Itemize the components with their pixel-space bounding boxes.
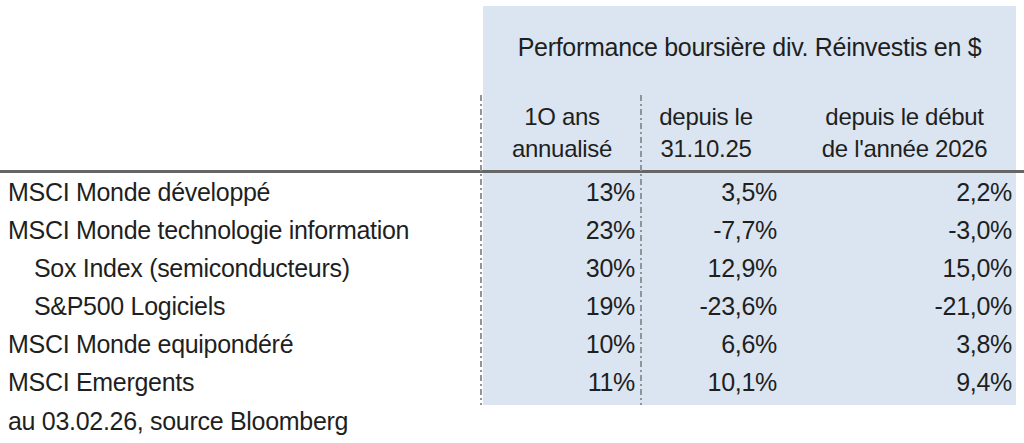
row-label: MSCI Emergents [0,363,483,401]
column-header-since-date-line2: 31.10.25 [641,133,771,165]
cell-10y: 10% [483,325,641,363]
cell-ytd: 15,0% [785,249,1024,287]
cell-ytd: -21,0% [785,287,1024,325]
cell-10y: 23% [483,211,641,249]
column-header-row: 1O ans annualisé depuis le 31.10.25 depu… [0,101,1024,165]
cell-10y: 19% [483,287,641,325]
row-label: S&P500 Logiciels [0,287,483,325]
table-body: MSCI Monde développé 13% 3,5% 2,2% MSCI … [0,173,1024,401]
table-row: MSCI Monde equipondéré 10% 6,6% 3,8% [0,325,1024,363]
table-row: Sox Index (semiconducteurs) 30% 12,9% 15… [0,249,1024,287]
column-header-since-date-line1: depuis le [641,101,771,133]
cell-ytd: 2,2% [785,173,1024,211]
table-row: MSCI Emergents 11% 10,1% 9,4% [0,363,1024,401]
cell-since-date: 10,1% [641,363,785,401]
cell-since-date: 3,5% [641,173,785,211]
column-header-ytd-line1: depuis le début [785,101,1024,133]
row-label: Sox Index (semiconducteurs) [0,249,483,287]
row-label: MSCI Monde technologie information [0,211,483,249]
cell-ytd: 3,8% [785,325,1024,363]
cell-10y: 13% [483,173,641,211]
table-row: MSCI Monde développé 13% 3,5% 2,2% [0,173,1024,211]
cell-since-date: 12,9% [641,249,785,287]
table-title: Performance boursière div. Réinvestis en… [483,33,1016,62]
column-header-10y-line2: annualisé [483,133,641,165]
row-label: MSCI Monde développé [0,173,483,211]
source-footnote: au 03.02.26, source Bloomberg [8,407,348,436]
column-header-10y: 1O ans annualisé [483,101,641,165]
column-header-ytd-line2: de l'année 2026 [785,133,1024,165]
cell-10y: 30% [483,249,641,287]
cell-since-date: 6,6% [641,325,785,363]
cell-10y: 11% [483,363,641,401]
row-label-header-spacer [0,101,483,165]
row-label: MSCI Monde equipondéré [0,325,483,363]
column-header-since-date: depuis le 31.10.25 [641,101,785,165]
cell-ytd: -3,0% [785,211,1024,249]
column-header-ytd: depuis le début de l'année 2026 [785,101,1024,165]
table-row: MSCI Monde technologie information 23% -… [0,211,1024,249]
cell-since-date: -7,7% [641,211,785,249]
cell-since-date: -23,6% [641,287,785,325]
cell-ytd: 9,4% [785,363,1024,401]
column-header-10y-line1: 1O ans [483,101,641,133]
table-row: S&P500 Logiciels 19% -23,6% -21,0% [0,287,1024,325]
